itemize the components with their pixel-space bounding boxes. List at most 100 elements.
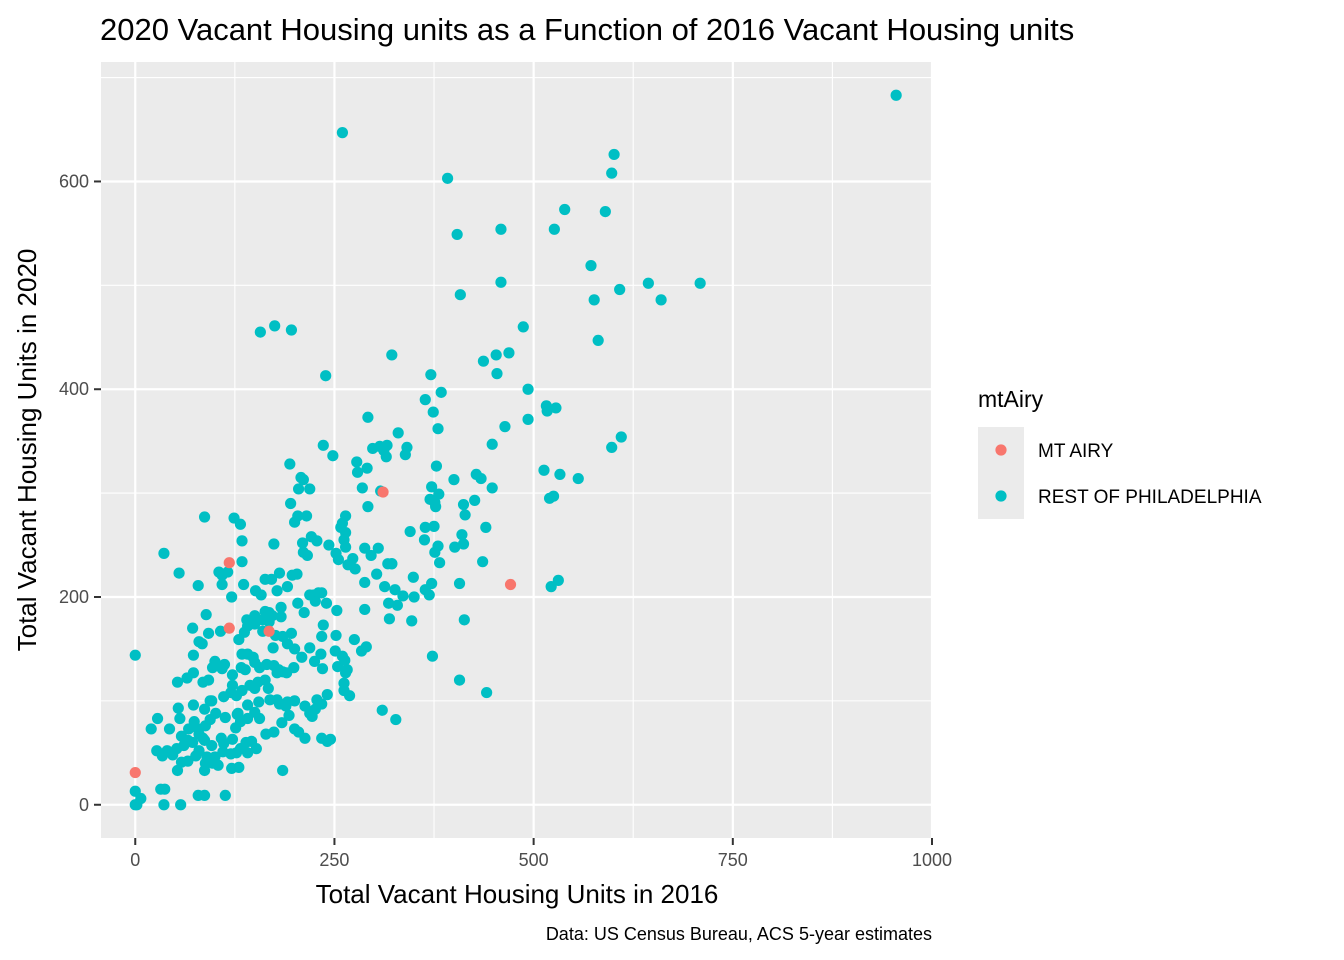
data-point [432,423,444,435]
data-point [269,320,281,332]
data-point [236,684,248,697]
data-point [317,619,329,631]
data-point [212,759,224,771]
series-mt-airy [129,486,517,779]
data-point [271,667,283,679]
data-point [469,494,481,506]
data-point [308,655,321,668]
data-point [158,547,170,559]
data-point [615,431,627,443]
data-point [223,557,235,569]
data-point [129,649,141,661]
data-point [320,370,332,382]
data-point [216,578,228,591]
data-point [299,700,311,712]
data-point [419,394,431,406]
legend-key [995,490,1007,502]
data-point [242,699,254,711]
data-point [383,597,395,609]
y-tick-label: 400 [59,379,89,399]
data-point [230,747,243,759]
data-point [433,488,445,500]
data-point [430,501,442,513]
data-point [430,460,443,472]
data-point [291,568,303,580]
legend-label: MT AIRY [1038,441,1114,462]
points-layer [129,89,902,811]
data-point [198,764,211,777]
data-point [192,579,204,592]
data-point [457,538,470,550]
data-point [386,349,398,361]
data-point [175,799,187,811]
data-point [276,717,288,729]
data-point [264,694,276,706]
data-point [441,172,454,184]
data-point [331,604,343,617]
data-point [236,648,248,660]
data-point [129,766,141,779]
data-point [234,518,247,530]
data-point [267,642,279,654]
data-point [503,347,515,359]
data-point [434,557,446,569]
data-point [281,581,294,593]
data-point [198,703,211,715]
data-point [306,710,318,723]
data-point [249,585,262,597]
data-point [418,534,431,546]
data-point [453,577,466,590]
legend-key [995,444,1007,456]
y-axis-title: Total Vacant Housing Units in 2020 [12,249,42,652]
data-point [486,438,498,450]
data-point [399,449,411,461]
data-point [348,633,360,646]
data-point [694,277,706,289]
data-point [316,698,328,710]
data-point [182,755,194,767]
data-point [145,723,157,735]
data-point [457,498,470,511]
data-point [187,622,199,634]
data-point [223,622,235,634]
data-point [198,789,211,802]
data-point [285,497,297,510]
data-point [495,276,507,288]
data-point [541,405,553,417]
data-point [202,627,215,639]
data-point [559,203,571,216]
data-point [173,567,185,579]
data-point [253,696,265,708]
data-point [449,541,461,553]
x-tick-label: 750 [718,850,748,870]
data-point [204,713,216,726]
data-point [362,501,374,513]
data-point [219,789,231,802]
data-point [301,549,313,562]
data-point [254,326,266,338]
data-point [257,614,269,626]
data-point [172,702,184,714]
data-point [250,743,262,755]
data-point [317,439,329,451]
data-point [275,601,287,613]
data-point [486,482,498,494]
data-point [197,732,209,744]
data-point [391,599,403,611]
x-axis-title: Total Vacant Housing Units in 2016 [316,879,719,909]
data-point [592,334,604,347]
data-point [491,368,503,380]
data-point [606,441,618,454]
data-point [305,531,317,543]
data-point [324,733,337,745]
data-point [273,698,286,710]
data-point [226,591,238,603]
data-point [226,733,239,745]
data-point [426,481,438,493]
data-point [260,728,272,740]
data-point [316,630,328,643]
data-point [277,764,289,777]
data-point [238,578,250,591]
data-point [361,462,373,474]
data-point [453,674,466,686]
